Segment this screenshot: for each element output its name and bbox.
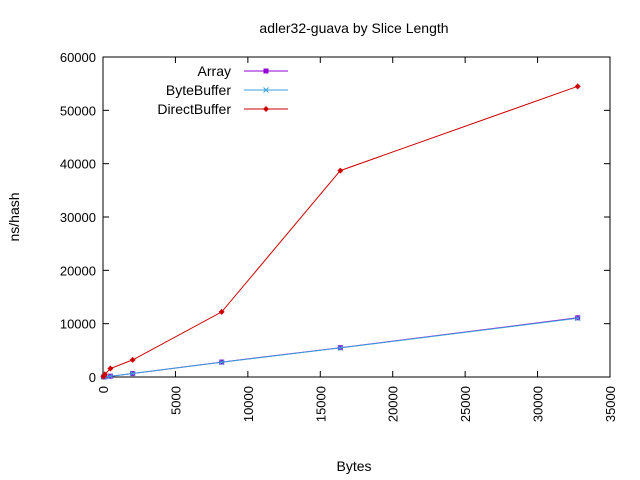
series-directbuffer	[100, 83, 581, 380]
data-point-stroke	[337, 345, 344, 351]
data-point-stroke	[107, 373, 114, 380]
data-point	[263, 106, 269, 112]
y-tick-label: 20000	[60, 263, 96, 278]
data-point	[218, 308, 225, 315]
series-bytebuffer	[100, 315, 581, 380]
data-point	[263, 87, 269, 93]
x-tick-label: 25000	[458, 386, 473, 422]
data-point	[574, 315, 581, 322]
x-axis-label: Bytes	[336, 458, 371, 474]
legend-label-array: Array	[198, 63, 231, 79]
y-tick-label: 50000	[60, 103, 96, 118]
data-point	[574, 83, 581, 90]
data-point	[107, 365, 114, 372]
data-point	[337, 345, 344, 351]
x-tick-label: 35000	[603, 386, 618, 422]
x-tick-label: 15000	[313, 386, 328, 422]
chart-title: adler32-guava by Slice Length	[259, 20, 448, 36]
y-tick-label: 0	[89, 370, 96, 385]
data-point-stroke	[574, 315, 581, 322]
x-tick-label: 30000	[531, 386, 546, 422]
data-point	[263, 68, 269, 74]
data-point-stroke	[218, 359, 225, 366]
x-tick-label: 5000	[168, 386, 183, 415]
data-point	[101, 371, 108, 378]
data-point-stroke	[129, 370, 136, 377]
axes: 0 10000 20000 30000 40000 50000 60000 0 5000 1000…	[60, 50, 618, 422]
data-point	[129, 370, 136, 377]
data-point-stroke	[263, 87, 269, 93]
data-point	[129, 356, 136, 363]
y-axis-label: ns/hash	[6, 192, 22, 241]
plot-area	[100, 83, 581, 380]
x-tick-label: 20000	[386, 386, 401, 422]
series-line-directbuffer	[103, 85, 578, 377]
legend-label-directbuffer: DirectBuffer	[157, 101, 231, 117]
x-tick-label: 10000	[241, 386, 256, 422]
y-tick-label: 10000	[60, 317, 96, 332]
data-point	[337, 167, 344, 174]
legend: Array ByteBuffer DirectBuffer	[157, 63, 288, 117]
data-point	[218, 359, 225, 366]
legend-label-bytebuffer: ByteBuffer	[166, 82, 231, 98]
x-tick-label: 0	[96, 386, 111, 393]
y-tick-label: 60000	[60, 50, 96, 65]
y-tick-label: 40000	[60, 157, 96, 172]
data-point	[107, 373, 114, 380]
y-tick-label: 30000	[60, 210, 96, 225]
